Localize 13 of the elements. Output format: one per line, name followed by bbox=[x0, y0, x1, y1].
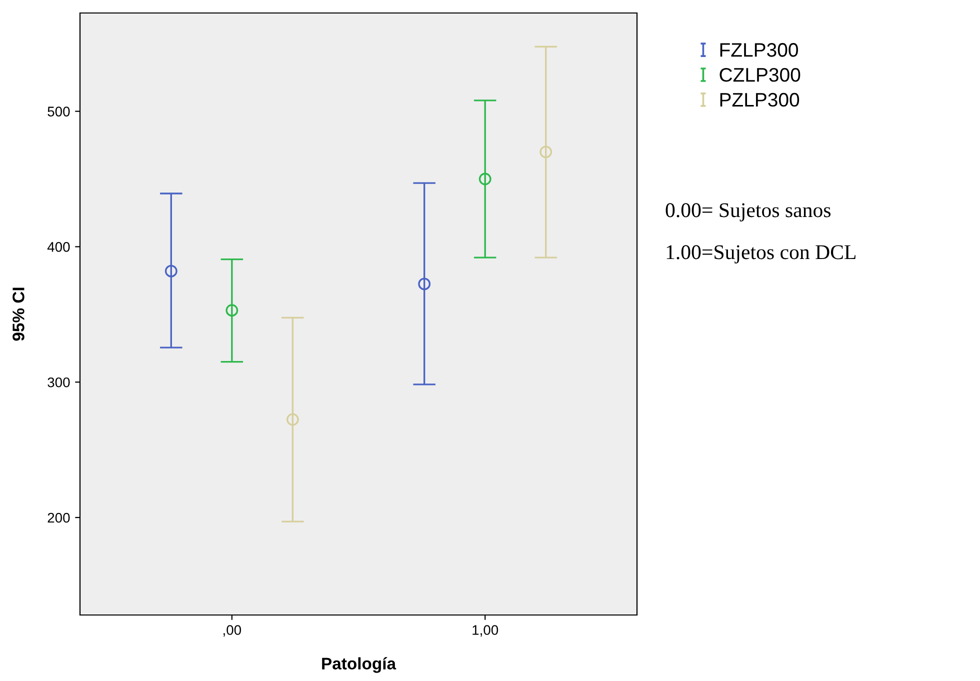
y-tick-label: 200 bbox=[48, 512, 70, 523]
y-tick-label: 400 bbox=[47, 242, 70, 252]
text: 0.00= Sujetos sanos bbox=[666, 203, 831, 222]
y-axis-title: 95% CI bbox=[12, 288, 24, 341]
x-tick-label: 1,00 bbox=[472, 625, 498, 637]
x-tick-label: ,00 bbox=[224, 625, 242, 637]
legend-label: PZLP300 bbox=[720, 92, 800, 107]
x-axis-title: Patología bbox=[322, 657, 396, 673]
legend-label: FZLP300 bbox=[720, 43, 798, 57]
y-tick-label: 300 bbox=[48, 377, 70, 388]
text: 1.00=Sujetos con DCL bbox=[666, 245, 856, 264]
legend-label: CZLP300 bbox=[720, 68, 800, 82]
y-tick-label: 500 bbox=[48, 106, 70, 116]
